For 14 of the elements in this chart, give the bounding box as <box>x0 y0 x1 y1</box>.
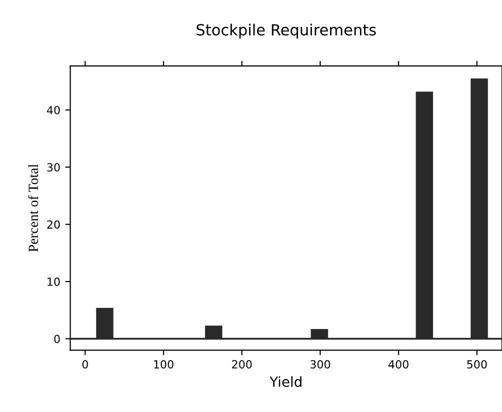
y-axis-title: Percent of Total <box>28 164 38 252</box>
x-axis-title: Yield <box>270 376 302 387</box>
y-tick-label: 0 <box>54 334 60 344</box>
chart-title: Stockpile Requirements <box>196 24 376 39</box>
x-tick-label: 200 <box>232 360 252 369</box>
x-tick-label: 100 <box>154 360 174 369</box>
y-tick-label: 10 <box>48 278 60 286</box>
y-tick-label: 30 <box>47 163 60 172</box>
y-tick-label: 20 <box>47 220 60 229</box>
y-tick-label: 40 <box>46 106 60 114</box>
x-tick-label: 500 <box>467 360 487 369</box>
x-tick-label: 0 <box>82 360 88 369</box>
x-tick-label: 400 <box>388 360 408 369</box>
x-tick-label: 300 <box>310 360 330 369</box>
